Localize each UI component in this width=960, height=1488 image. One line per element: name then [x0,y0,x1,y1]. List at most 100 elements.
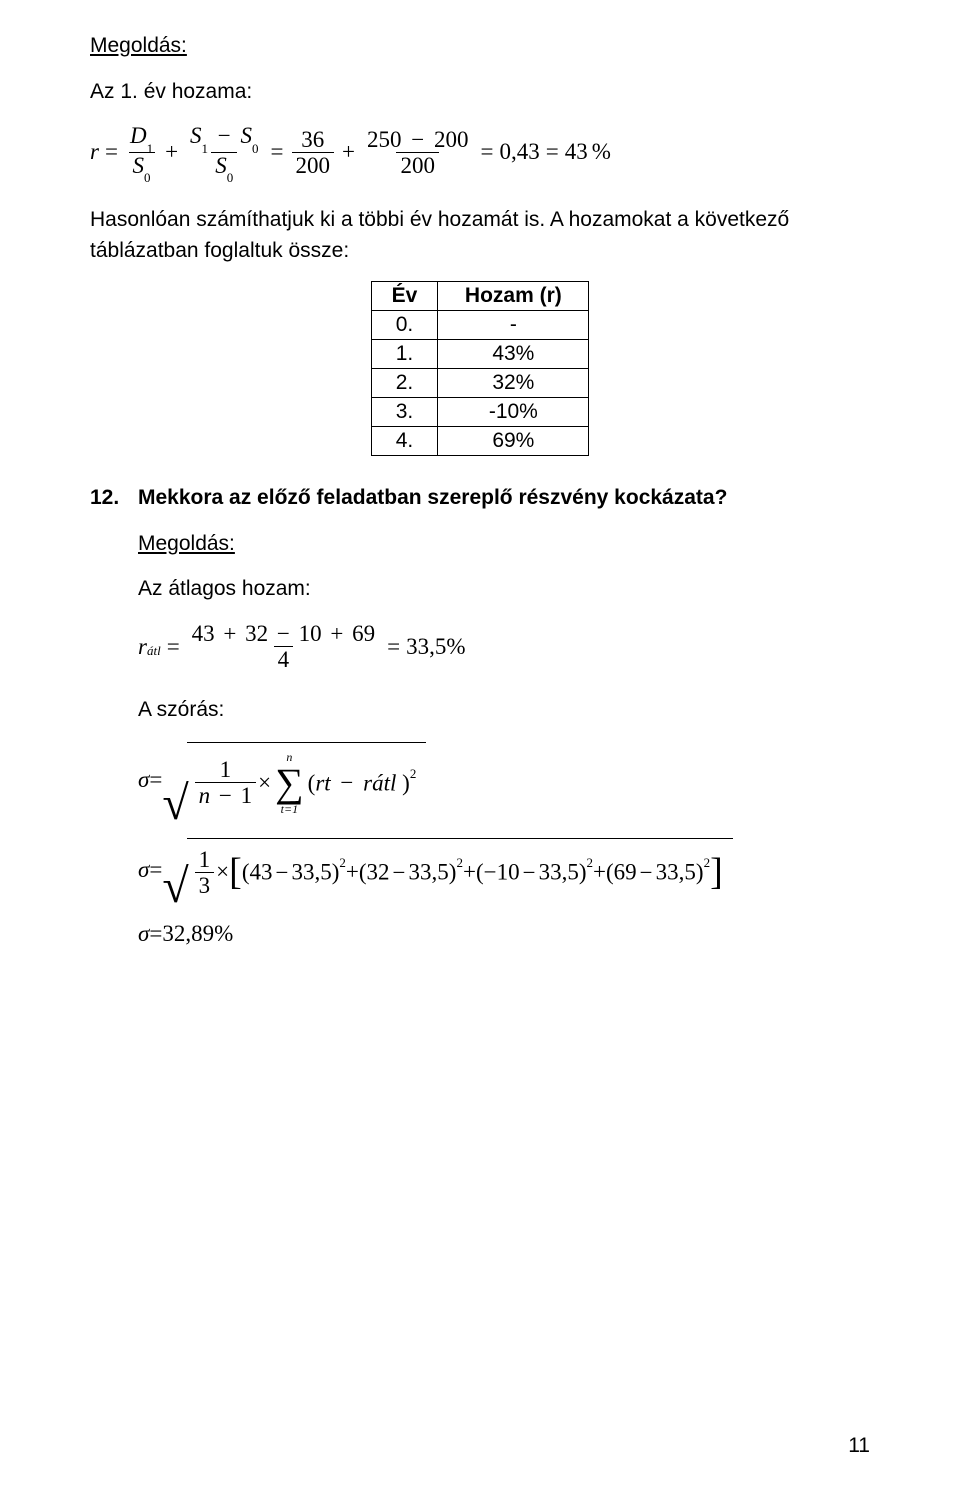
t2-b: 33,5 [409,860,449,885]
num-250: 250 [367,127,402,152]
table-row: 2.32% [371,368,589,397]
eq-sign: = [271,139,284,165]
avg-return-label: Az átlagos hozam: [138,573,870,605]
var-S: S [190,123,202,148]
result-pct-value: 43 [565,139,588,165]
var-D: D [130,123,147,148]
var-sigma: σ [138,767,149,793]
bracket-right-icon: ] [710,861,723,884]
returns-table: Év Hozam (r) 0.- 1.43% 2.32% 3.-10% 4.69… [371,281,590,456]
sum-lower: t=1 [281,803,298,815]
t4-a: 69 [614,860,637,885]
sub-0: 0 [252,141,259,156]
plus-sign: + [593,859,606,885]
page-number: 11 [848,1434,870,1458]
n-32: 32 [245,621,268,646]
minus-sign: − [277,621,290,646]
cell: 3. [371,397,438,426]
cell: 1. [371,339,438,368]
var-S: S [215,153,227,178]
sub-t: t [324,770,330,795]
question-number: 12. [90,486,138,510]
after-equation-text: Hasonlóan számíthatjuk ki a többi év hoz… [90,204,870,267]
var-S: S [133,153,145,178]
t1-a: 43 [249,860,272,885]
var-r: r [363,770,372,795]
t2-a: 32 [367,860,390,885]
sqrt-body: 1 n − 1 × n ∑ t=1 (rt [187,742,427,819]
eq-sign: = [480,139,493,165]
avg-denominator: 4 [274,646,294,672]
sup-2: 2 [587,855,594,870]
frac-avg: 43 + 32 − 10 + 69 4 [188,621,379,673]
table-body: 0.- 1.43% 2.32% 3.-10% 4.69% [371,310,589,455]
frac-250-200: 250 − 200 200 [363,127,472,179]
var-n: n [199,783,211,808]
times-sign: × [258,770,271,796]
eq-sign: = [149,921,162,947]
question-12: 12. Mekkora az előző feladatban szereplő… [90,486,870,510]
sub-atl: átl [147,643,161,659]
minus-sign: − [640,860,653,885]
table-row: 4.69% [371,426,589,455]
solution-heading: Megoldás: [90,30,870,62]
radical-icon: √ [162,742,188,819]
n-43: 43 [192,621,215,646]
sup-2: 2 [456,855,463,870]
var-r: r [138,634,147,660]
th-year: Év [371,281,438,310]
page: Megoldás: Az 1. év hozama: r = D1 S0 + S… [0,0,960,1488]
den-200: 200 [292,152,335,178]
sub-0: 0 [227,170,234,185]
plus-sign: + [346,859,359,885]
plus-sign: + [165,139,178,165]
frac-s1-s0: S1 − S0 S0 [186,123,262,182]
sup-2: 2 [704,855,711,870]
cell: 0. [371,310,438,339]
sub-atl: átl [372,770,396,795]
radical-icon: √ [162,838,188,903]
den-3: 3 [195,872,215,898]
sqrt-wrap: √ 1 n − 1 × n ∑ t=1 [162,742,426,819]
eq-sign: = [546,139,559,165]
minus-sign: − [411,127,424,152]
num-1: 1 [195,847,215,872]
eq-sign: = [149,857,162,883]
term-2: (32−33,5)2 [359,859,463,886]
spread-label: A szórás: [138,694,870,726]
num-1: 1 [216,757,236,782]
term-3: (−10−33,5)2 [476,859,593,886]
sub-1: 1 [147,141,154,156]
result-decimal: 0,43 [499,139,539,165]
eq-sign: = [167,634,180,660]
frac-1-nminus1: 1 n − 1 [195,757,256,809]
eq-sign: = [387,634,400,660]
plus-sign: + [223,621,236,646]
question-text: Mekkora az előző feladatban szereplő rés… [138,486,727,510]
sub-0: 0 [144,170,151,185]
n-10: 10 [299,621,322,646]
num-1: 1 [241,783,253,808]
t3-a: −10 [484,860,520,885]
minus-sign: − [275,860,288,885]
var-S: S [241,123,253,148]
num-36: 36 [297,127,328,152]
eq-sign: = [149,767,162,793]
equation-avg-return: rátl = 43 + 32 − 10 + 69 4 = 33,5% [138,621,870,673]
table-header-row: Év Hozam (r) [371,281,589,310]
cell: 32% [438,368,589,397]
table-row: 3.-10% [371,397,589,426]
stddev-general: σ = √ 1 n − 1 × n ∑ [138,742,870,819]
frac-1-3: 1 3 [195,847,215,899]
intro-line-1: Az 1. év hozama: [90,76,870,108]
var-sigma: σ [138,857,149,883]
stddev-result: σ = 32,89% [138,921,870,947]
cell: 4. [371,426,438,455]
sqrt-body-2: 1 3 × [ (43−33,5)2 + (32−33,5)2 + (−10−3… [187,838,733,903]
den-n-1: n − 1 [195,782,256,808]
cell: 2. [371,368,438,397]
stddev-formulas: σ = √ 1 n − 1 × n ∑ [138,742,870,947]
sqrt-wrap-2: √ 1 3 × [ (43−33,5)2 + (32−33,5)2 + [162,838,732,903]
t1-b: 33,5 [291,860,331,885]
sub-1: 1 [202,141,209,156]
